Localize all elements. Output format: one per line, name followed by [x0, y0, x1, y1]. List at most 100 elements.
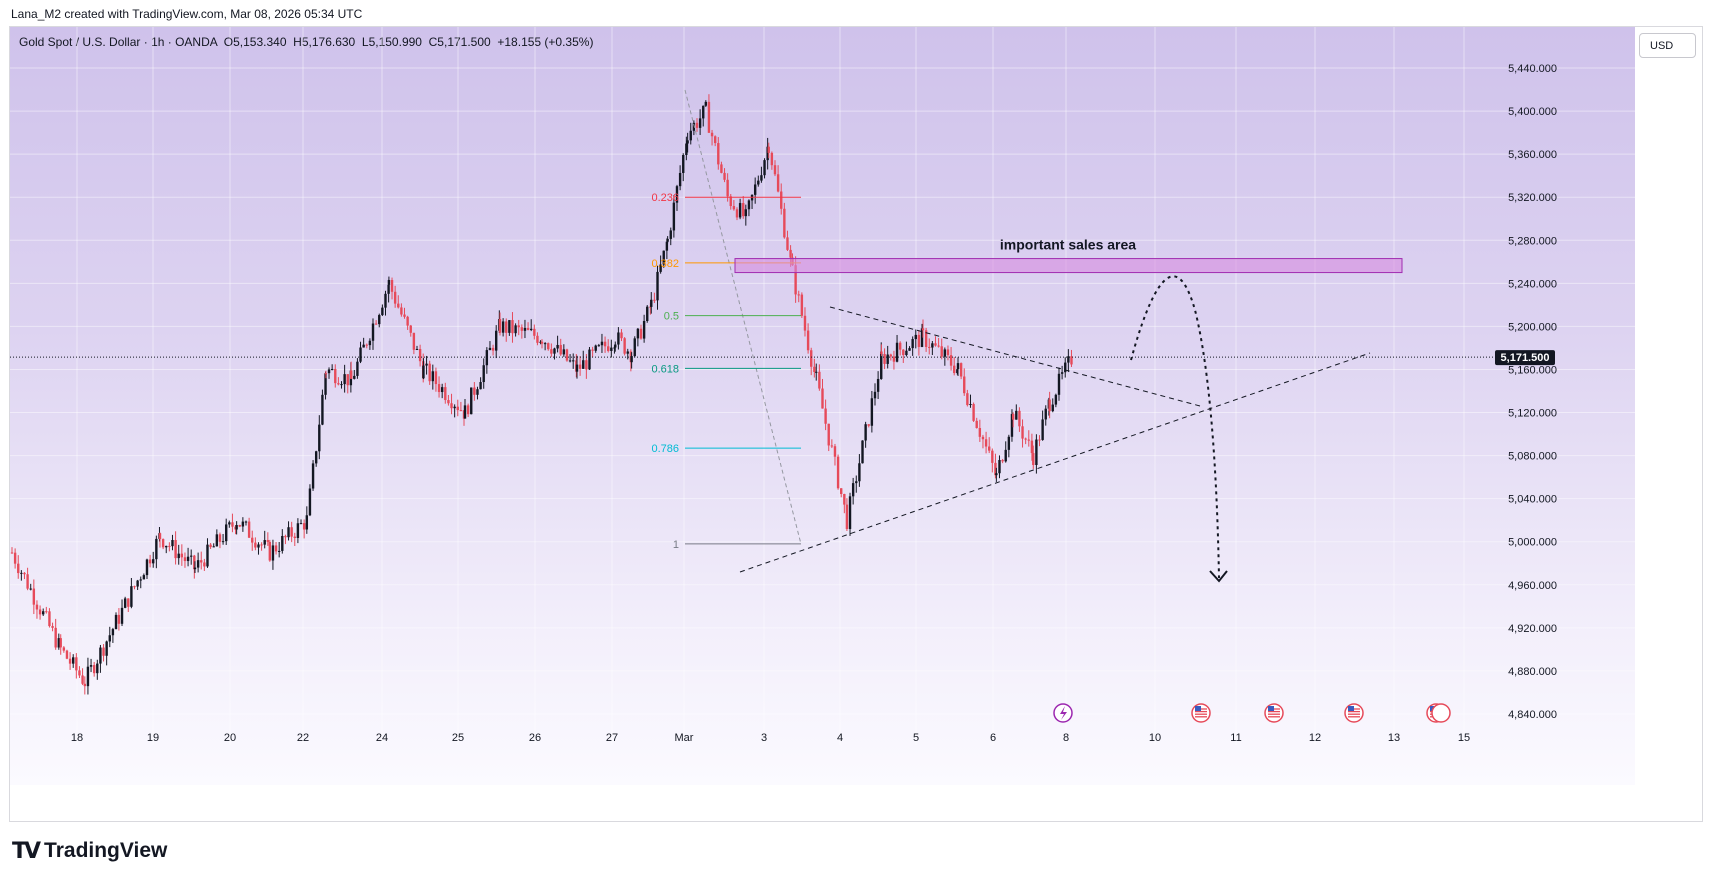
candle-body: [505, 321, 508, 333]
candle-body: [327, 369, 331, 374]
candle-body: [371, 323, 375, 341]
candle-body: [646, 306, 649, 321]
y-axis-tick-label: 5,280.000: [1508, 235, 1557, 247]
candle-body: [393, 291, 397, 304]
candle-body: [776, 174, 780, 192]
candle-body: [274, 545, 278, 552]
symbol-name[interactable]: Gold Spot / U.S. Dollar: [19, 35, 141, 49]
candle-body: [889, 354, 893, 357]
arrowhead-down-icon: [1209, 570, 1228, 583]
candle-body: [334, 369, 337, 384]
candle-body: [633, 338, 636, 357]
candle-body: [470, 387, 473, 415]
y-axis-tick-label: 5,120.000: [1508, 408, 1557, 420]
fib-level-label: 0.786: [651, 443, 679, 455]
candle-body: [917, 334, 921, 347]
candle-body: [324, 373, 327, 395]
candle-body: [720, 164, 723, 173]
candle-body: [1010, 414, 1014, 437]
candle-body: [550, 349, 553, 354]
candle-body: [686, 140, 689, 144]
candle-body: [1038, 439, 1041, 441]
candle-body: [855, 481, 858, 484]
y-axis-tick-label: 5,160.000: [1508, 364, 1557, 376]
chart-frame: [9, 26, 1703, 822]
candle-body: [105, 641, 108, 656]
tradingview-logo[interactable]: TV TradingView: [12, 838, 167, 864]
candle-body: [692, 122, 696, 131]
candle-body: [698, 118, 702, 128]
candle-body: [650, 299, 653, 307]
candle-body: [174, 539, 177, 559]
candle-body: [1030, 440, 1034, 454]
candle-body: [921, 328, 925, 331]
candle-body: [789, 249, 792, 258]
ohlc-close: C5,171.500: [428, 35, 491, 49]
candle-body: [359, 347, 362, 362]
candle-body: [133, 586, 136, 588]
candle-body: [578, 364, 582, 369]
candle-body: [302, 523, 306, 530]
candle-body: [498, 319, 502, 333]
candle-body: [459, 410, 463, 412]
candle-body: [330, 369, 334, 371]
y-axis-tick-label: 5,320.000: [1508, 192, 1557, 204]
candle-body: [1051, 404, 1054, 412]
candle-body: [540, 341, 544, 344]
x-axis-tick-label: 6: [990, 732, 996, 744]
candle-body: [400, 307, 403, 315]
upper-trendline: [829, 306, 1201, 407]
candle-body: [447, 400, 450, 404]
symbol-interval: 1h: [151, 35, 165, 49]
candle-body: [949, 355, 953, 366]
flag-canton: [1195, 706, 1201, 711]
candle-body: [610, 347, 613, 351]
candle-body: [972, 404, 975, 421]
x-axis-tick-label: 10: [1149, 732, 1161, 744]
candle-body: [346, 374, 349, 386]
candle-body: [374, 323, 378, 325]
candle-body: [51, 626, 54, 628]
candle-body: [870, 398, 874, 426]
x-axis-tick-label: 3: [761, 732, 767, 744]
candle-body: [81, 675, 84, 684]
candle-body: [428, 363, 431, 382]
candle-body: [340, 384, 343, 386]
y-axis-tick-label: 5,440.000: [1508, 63, 1557, 75]
candle-body: [998, 460, 1001, 474]
candle-body: [155, 538, 158, 560]
candle-body: [876, 378, 880, 392]
x-axis-tick-label: 15: [1458, 732, 1470, 744]
candle-body: [251, 537, 254, 543]
candle-body: [880, 351, 883, 379]
candle-body: [813, 366, 816, 373]
fib-trend-line: [684, 89, 802, 545]
candle-body: [406, 316, 409, 326]
candle-body: [810, 350, 813, 367]
ohlc-open: O5,153.340: [223, 35, 287, 49]
candle-body: [238, 525, 241, 527]
candle-body: [572, 360, 575, 362]
candle-body: [666, 238, 669, 242]
candle-body: [732, 206, 736, 210]
candle-body: [45, 611, 48, 613]
candle-body: [343, 374, 346, 385]
candle-body: [508, 320, 511, 333]
candle-body: [287, 527, 290, 538]
candle-body: [268, 541, 272, 561]
candle-body: [682, 154, 685, 173]
candle-body: [946, 349, 950, 356]
candle-body: [575, 364, 579, 372]
currency-button[interactable]: USD: [1639, 33, 1696, 58]
candle-body: [218, 534, 222, 542]
candle-body: [880, 351, 883, 354]
y-axis-tick-label: 5,040.000: [1508, 494, 1557, 506]
candle-body: [843, 493, 846, 505]
candle-body: [1024, 438, 1027, 440]
candle-body: [773, 165, 777, 175]
candle-body: [26, 574, 29, 589]
candle-body: [356, 361, 359, 376]
candle-body: [797, 294, 800, 296]
candle-body: [726, 179, 729, 197]
